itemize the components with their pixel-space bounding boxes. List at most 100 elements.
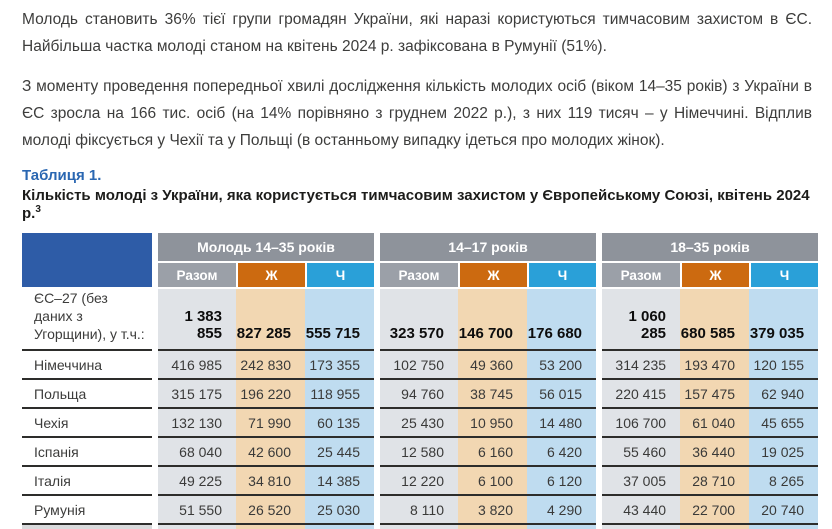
cell-value: 14 480: [527, 409, 597, 438]
cell-value: 12 220: [380, 467, 458, 496]
table-row: Чехія 132 130 71 990 60 135 25 430 10 950 14 4…: [22, 409, 819, 438]
table-caption-text: Кількість молоді з України, яка користує…: [22, 187, 810, 222]
cell-value: 14 385: [305, 467, 374, 496]
column-gap: [152, 467, 158, 496]
table-label: Таблиця 1.: [22, 167, 102, 184]
cell-value: 56 015: [527, 380, 597, 409]
cell-value: 68 040: [158, 438, 236, 467]
column-gap: [596, 438, 603, 467]
column-gap: [152, 351, 158, 380]
column-gap: [374, 467, 380, 496]
cell-value: 19 025: [749, 438, 819, 467]
cell-value: 60 135: [305, 409, 374, 438]
cell-value: 220 415: [602, 380, 681, 409]
table-row: Італія 49 225 34 810 14 385 12 220 6 100 6 120…: [22, 467, 819, 496]
cell-value: 118 955: [305, 380, 374, 409]
cell-value: 62 940: [749, 380, 819, 409]
youth-protection-table: Молодь 14–35 років 14–17 років 18–35 рок…: [22, 233, 819, 529]
cell-value: 416 985: [158, 351, 236, 380]
subheader-male: Ч: [305, 263, 374, 289]
cell-value: 12 580: [380, 438, 458, 467]
cell-value: 242 830: [236, 351, 305, 380]
cell-value: 146 700: [458, 289, 527, 351]
cell-value: 323 570: [380, 289, 458, 351]
cell-value: 45 655: [749, 409, 819, 438]
strip-cell: [158, 525, 236, 529]
cell-value: 3 820: [458, 496, 527, 525]
column-gap: [596, 467, 603, 496]
cell-value: 314 235: [602, 351, 681, 380]
column-gap: [374, 409, 380, 438]
cell-value: 51 550: [158, 496, 236, 525]
paragraph-growth: З моменту проведення попередньої хвилі д…: [22, 78, 812, 149]
cell-value: 36 440: [680, 438, 750, 467]
column-gap: [596, 233, 603, 289]
cell-value: 94 760: [380, 380, 458, 409]
table-row: Польща 315 175 196 220 118 955 94 760 38 745 5…: [22, 380, 819, 409]
column-gap: [152, 289, 158, 351]
cell-value: 106 700: [602, 409, 681, 438]
cell-value: 61 040: [680, 409, 750, 438]
row-label: ЄС–27 (без даних з Угорщини), у т.ч.:: [22, 289, 152, 351]
cell-value: 26 520: [236, 496, 305, 525]
subheader-male: Ч: [527, 263, 597, 289]
row-label: Румунія: [22, 496, 152, 525]
column-gap: [374, 233, 380, 289]
cell-value: 25 030: [305, 496, 374, 525]
cell-value: 8 265: [749, 467, 819, 496]
column-gap: [374, 438, 380, 467]
strip-cell: [305, 525, 374, 529]
cell-value: 555 715: [305, 289, 374, 351]
cell-value: 102 750: [380, 351, 458, 380]
group-header-14-17: 14–17 років: [380, 233, 597, 263]
column-gap: [596, 289, 603, 351]
row-label: Чехія: [22, 409, 152, 438]
cell-value: 71 990: [236, 409, 305, 438]
cell-value: 1 060 285: [602, 289, 681, 351]
strip-cell: [22, 525, 152, 529]
table-row: Румунія 51 550 26 520 25 030 8 110 3 820 4 290…: [22, 496, 819, 525]
subheader-total: Разом: [380, 263, 458, 289]
column-gap: [152, 409, 158, 438]
column-gap: [152, 380, 158, 409]
cell-value: 25 430: [380, 409, 458, 438]
subheader-female: Ж: [236, 263, 305, 289]
column-gap: [152, 438, 158, 467]
cell-value: 22 700: [680, 496, 750, 525]
cell-value: 43 440: [602, 496, 681, 525]
group-header-youth-14-35: Молодь 14–35 років: [158, 233, 374, 263]
strip-cell: [236, 525, 305, 529]
cell-value: 25 445: [305, 438, 374, 467]
cell-value: 28 710: [680, 467, 750, 496]
table-corner-cell: [22, 233, 152, 289]
cell-value: 6 160: [458, 438, 527, 467]
cell-value: 1 383 855: [158, 289, 236, 351]
cell-value: 120 155: [749, 351, 819, 380]
sub-header-row: Разом Ж Ч Разом Ж Ч Разом Ж Ч: [22, 263, 819, 289]
subheader-male: Ч: [749, 263, 819, 289]
table-row-total: ЄС–27 (без даних з Угорщини), у т.ч.: 1 3…: [22, 289, 819, 351]
strip-cell: [602, 525, 681, 529]
subheader-total: Разом: [158, 263, 236, 289]
cell-value: 42 600: [236, 438, 305, 467]
column-gap: [596, 380, 603, 409]
strip-cell: [380, 525, 458, 529]
cell-value: 176 680: [527, 289, 597, 351]
cell-value: 8 110: [380, 496, 458, 525]
table-row: Іспанія 68 040 42 600 25 445 12 580 6 160 6 42…: [22, 438, 819, 467]
cell-value: 6 420: [527, 438, 597, 467]
paragraph-youth-share: Молодь становить 36% тієї групи громадян…: [22, 11, 812, 55]
column-gap: [596, 351, 603, 380]
strip-cell: [680, 525, 750, 529]
cell-value: 157 475: [680, 380, 750, 409]
column-gap: [596, 409, 603, 438]
row-label: Іспанія: [22, 438, 152, 467]
row-label: Італія: [22, 467, 152, 496]
column-gap: [374, 351, 380, 380]
cell-value: 34 810: [236, 467, 305, 496]
row-label: Польща: [22, 380, 152, 409]
strip-cell: [749, 525, 819, 529]
column-gap: [374, 380, 380, 409]
cell-value: 173 355: [305, 351, 374, 380]
